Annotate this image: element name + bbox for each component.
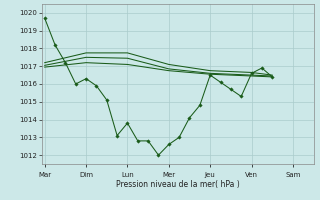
- X-axis label: Pression niveau de la mer( hPa ): Pression niveau de la mer( hPa ): [116, 180, 239, 189]
